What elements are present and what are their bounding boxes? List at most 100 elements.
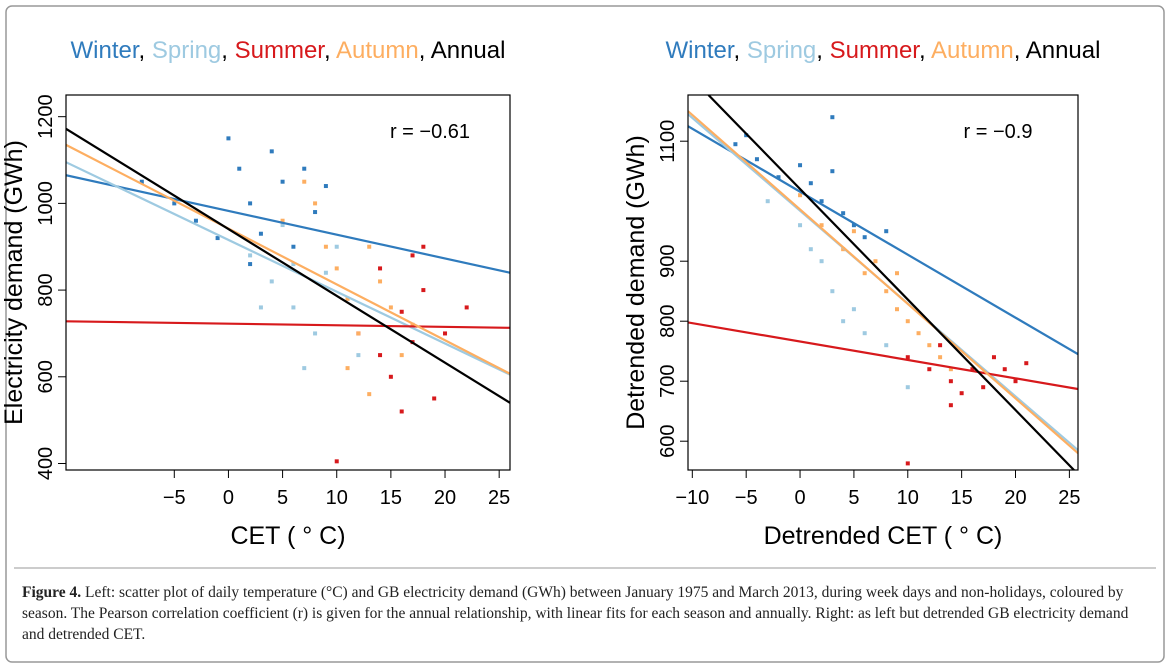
point [421,244,426,249]
point [410,322,415,327]
x-tick-label: 15 [951,487,973,509]
x-tick-label: 10 [326,487,348,509]
legend-separator: , [324,37,336,64]
x-axis-label: Detrended CET ( ° C) [764,522,1003,550]
point [754,157,759,162]
point [851,229,856,234]
point [356,353,361,358]
point [421,288,426,293]
point [1002,367,1007,372]
point [323,184,328,189]
point [313,201,318,206]
legend-separator: , [419,37,431,64]
caption: Figure 4. Left: scatter plot of daily te… [22,582,1142,645]
point [862,331,867,336]
legend-entry: Annual [431,37,506,64]
point [841,319,846,324]
point [905,385,910,390]
point [388,374,393,379]
x-tick-label: 5 [277,487,288,509]
point [830,289,835,294]
annotation: r = −0.9 [964,121,1033,143]
y-tick-label: 1000 [35,181,57,226]
point [938,355,943,360]
point [248,253,253,258]
y-tick-label: 900 [657,245,679,278]
y-tick-label: 1100 [657,120,679,163]
y-axis-label: Detrended demand (GWh) [622,135,650,430]
point [378,279,383,284]
point [388,305,393,310]
point [269,279,274,284]
point [905,319,910,324]
x-tick-label: 10 [897,487,919,509]
point [367,244,372,249]
point [948,403,953,408]
point [258,305,263,310]
point [862,271,867,276]
point [399,353,404,358]
point [345,296,350,301]
point [830,169,835,174]
point [237,166,242,171]
point [399,309,404,314]
fit-line [688,125,1078,356]
point [193,218,198,223]
fit-line [66,320,510,329]
point [884,229,889,234]
point [873,259,878,264]
caption-label: Figure 4. [22,584,82,601]
point [280,179,285,184]
legend-entry: Annual [1026,37,1101,64]
point [916,331,921,336]
point [313,331,318,336]
legend-separator: , [139,37,152,64]
point [830,115,835,120]
legend-entry: Autumn [931,37,1014,64]
point [302,179,307,184]
annotation: r = −0.61 [390,121,470,143]
point [443,331,448,336]
point [959,391,964,396]
plot-area [66,127,510,464]
y-tick-label: 600 [35,360,57,393]
plot-frame [687,94,1079,471]
point [345,366,350,371]
figure-frame [5,5,1165,663]
legend-entry: Summer [235,37,326,64]
point [841,211,846,216]
y-tick-label: 1200 [35,94,57,139]
legend-entry: Autumn [336,37,419,64]
x-tick-label: 5 [848,487,859,509]
point [819,223,824,228]
point [139,179,144,184]
point [172,201,177,206]
point [302,166,307,171]
point [291,244,296,249]
point [884,289,889,294]
y-tick-label: 700 [657,365,679,398]
point [991,355,996,360]
point [269,149,274,154]
point [356,331,361,336]
x-tick-label: 20 [1004,487,1026,509]
point [410,253,415,258]
legend-entry: Winter [71,37,140,64]
point [334,459,339,464]
point [1013,379,1018,384]
point [862,235,867,240]
x-tick-label: −5 [163,487,186,509]
legend-entry: Winter [666,37,735,64]
point [334,244,339,249]
point [851,223,856,228]
fit-line [66,143,510,375]
fit-line [66,174,510,274]
fit-line [66,161,510,376]
point [938,343,943,348]
y-tick-label: 800 [657,305,679,338]
point [378,353,383,358]
legend-entry: Spring [747,37,816,64]
point [981,385,986,390]
point [215,236,220,241]
point [378,266,383,271]
